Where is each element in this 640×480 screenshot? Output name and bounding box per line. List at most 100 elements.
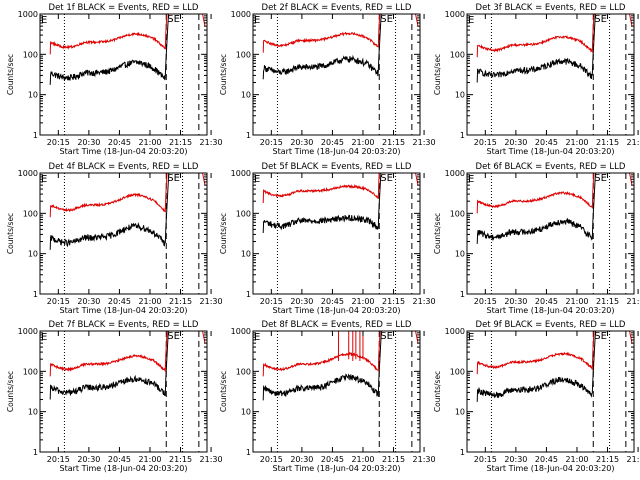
plot-frame: [39, 330, 208, 453]
x-tick-label: 20:15: [260, 297, 283, 306]
marker-label-e: E: [254, 332, 260, 343]
x-tick-label: 21:15: [169, 138, 192, 147]
y-tick-label: 10: [455, 91, 465, 100]
x-tick-label: 21:15: [596, 297, 619, 306]
marker-label-se: SE: [594, 14, 607, 25]
marker-label-e: E: [254, 174, 260, 185]
chart-title: Det 3f BLACK = Events, RED = LLD: [476, 3, 626, 13]
x-tick-label: 20:15: [474, 138, 497, 147]
marker-label-se: SE: [380, 173, 393, 184]
y-tick-label: 1: [246, 448, 251, 457]
marker-label-e: E: [468, 174, 474, 185]
x-tick-label: 21:00: [351, 455, 374, 464]
x-tick-label: 20:15: [47, 455, 70, 464]
y-axis-label: Counts/sec: [219, 54, 228, 95]
y-tick-label: 1: [460, 448, 465, 457]
y-axis-label: Counts/sec: [6, 213, 15, 254]
y-tick-label: 10: [28, 408, 38, 417]
x-tick-label: 21:15: [596, 455, 619, 464]
x-tick-label: 21:30: [627, 138, 640, 147]
x-tick-label: 21:30: [413, 138, 436, 147]
plot-frame: [466, 13, 635, 136]
detector-chart-7: Det 7f BLACK = Events, RED = LLD 1 10 100 10…: [6, 320, 223, 473]
lld-series-line: [49, 331, 206, 377]
x-tick-label: 21:30: [413, 297, 436, 306]
plot-frame: [252, 330, 421, 453]
y-tick-label: 1000: [445, 10, 465, 19]
chart-title: Det 7f BLACK = Events, RED = LLD: [49, 320, 199, 330]
chart-title: Det 5f BLACK = Events, RED = LLD: [262, 162, 412, 172]
detector-chart-1: Det 1f BLACK = Events, RED = LLD 1 10 100 10…: [6, 3, 223, 156]
x-tick-label: 21:00: [138, 138, 161, 147]
detector-chart-4: Det 4f BLACK = Events, RED = LLD 1 10 100 10…: [6, 162, 223, 315]
x-tick-label: 21:00: [351, 297, 374, 306]
chart-title: Det 2f BLACK = Events, RED = LLD: [262, 3, 412, 13]
y-axis-label: Counts/sec: [433, 54, 442, 95]
x-tick-label: 20:30: [504, 297, 527, 306]
events-series-line: [476, 331, 596, 402]
plot-frame: [466, 172, 635, 295]
x-tick-label: 20:30: [504, 455, 527, 464]
x-tick-label: 21:30: [200, 297, 223, 306]
marker-label-se: SE: [594, 173, 607, 184]
marker-label-e: E: [468, 15, 474, 26]
y-tick-label: 10: [28, 250, 38, 259]
y-tick-label: 10: [241, 250, 251, 259]
chart-title: Det 8f BLACK = Events, RED = LLD: [262, 320, 412, 330]
events-series-line: [49, 14, 169, 85]
y-tick-label: 100: [23, 50, 38, 59]
plot-frame: [252, 172, 421, 295]
y-tick-label: 1000: [18, 10, 38, 19]
x-tick-label: 20:15: [260, 455, 283, 464]
x-tick-label: 20:45: [108, 138, 131, 147]
x-axis-label: Start Time (18-Jun-04 20:03:20): [60, 464, 188, 473]
x-tick-label: 21:15: [596, 138, 619, 147]
x-axis-label: Start Time (18-Jun-04 20:03:20): [273, 147, 401, 156]
y-tick-label: 100: [450, 367, 465, 376]
x-tick-label: 20:15: [47, 138, 70, 147]
x-tick-label: 20:30: [504, 138, 527, 147]
marker-label-se: SE: [380, 331, 393, 342]
y-tick-label: 100: [23, 209, 38, 218]
chart-title: Det 1f BLACK = Events, RED = LLD: [49, 3, 199, 13]
y-tick-label: 100: [450, 209, 465, 218]
x-tick-label: 21:00: [138, 297, 161, 306]
x-tick-label: 21:00: [565, 138, 588, 147]
lld-burst: [338, 331, 350, 362]
x-axis-label: Start Time (18-Jun-04 20:03:20): [487, 306, 615, 315]
x-tick-label: 21:15: [382, 297, 405, 306]
events-series-line: [476, 173, 596, 244]
y-tick-label: 1: [246, 290, 251, 299]
x-tick-label: 20:45: [535, 138, 558, 147]
y-axis-label: Counts/sec: [219, 371, 228, 412]
plot-frame: [466, 330, 635, 453]
y-tick-label: 10: [455, 408, 465, 417]
y-tick-label: 1: [33, 131, 38, 140]
lld-series-line: [262, 14, 419, 53]
x-tick-label: 21:15: [382, 138, 405, 147]
y-axis-label: Counts/sec: [6, 371, 15, 412]
y-tick-label: 10: [455, 250, 465, 259]
x-tick-label: 20:30: [290, 297, 313, 306]
y-tick-label: 100: [236, 50, 251, 59]
x-tick-label: 21:00: [138, 455, 161, 464]
y-tick-label: 100: [236, 367, 251, 376]
x-tick-label: 21:30: [200, 455, 223, 464]
events-series-line: [476, 14, 596, 83]
x-tick-label: 20:45: [108, 297, 131, 306]
x-tick-label: 21:30: [413, 455, 436, 464]
events-series-line: [262, 173, 382, 234]
y-tick-label: 1000: [18, 169, 38, 178]
lld-series-line: [49, 173, 206, 218]
y-tick-label: 10: [241, 91, 251, 100]
lld-series-line: [476, 331, 633, 375]
y-tick-label: 1: [460, 131, 465, 140]
lld-series-line: [476, 14, 633, 58]
y-tick-label: 1: [460, 290, 465, 299]
detector-chart-3: Det 3f BLACK = Events, RED = LLD 1 10 100 10…: [433, 3, 640, 156]
x-tick-label: 20:15: [47, 297, 70, 306]
y-tick-label: 1000: [231, 327, 251, 336]
x-axis-label: Start Time (18-Jun-04 20:03:20): [60, 306, 188, 315]
x-tick-label: 20:30: [290, 138, 313, 147]
